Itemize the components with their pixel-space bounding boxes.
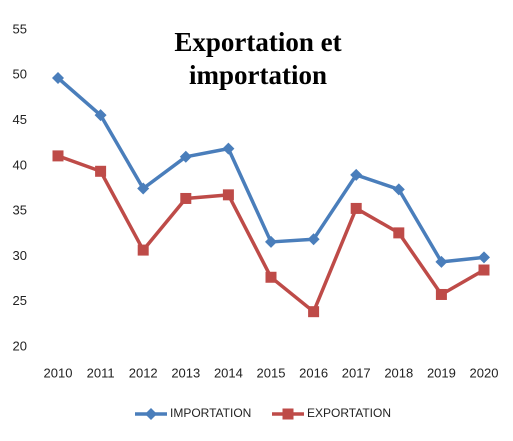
- y-tick-label: 25: [13, 293, 27, 308]
- data-point: [307, 233, 320, 246]
- data-point: [137, 182, 150, 195]
- legend-label: EXPORTATION: [307, 406, 391, 420]
- series-line: [57, 154, 485, 314]
- y-tick-label: 30: [13, 248, 27, 263]
- data-point: [478, 264, 490, 276]
- data-point: [265, 271, 277, 283]
- data-point: [137, 244, 149, 256]
- legend-label: IMPORTATION: [170, 406, 251, 420]
- x-tick-label: 2010: [44, 365, 73, 380]
- data-point: [392, 183, 405, 196]
- data-point: [265, 235, 277, 248]
- y-tick-label: 55: [13, 21, 27, 36]
- data-point: [180, 192, 192, 204]
- chart-title: Exportation et importation: [143, 24, 373, 94]
- data-point: [435, 255, 448, 268]
- x-tick-label: 2019: [427, 365, 456, 380]
- x-tick-label: 2016: [299, 365, 328, 380]
- series-line: [56, 76, 485, 264]
- y-tick-label: 40: [13, 157, 27, 172]
- data-point: [95, 165, 107, 177]
- legend-marker: [282, 408, 294, 420]
- data-point: [478, 251, 490, 264]
- data-point: [52, 150, 64, 162]
- y-tick-label: 50: [13, 67, 27, 82]
- data-point: [350, 168, 363, 181]
- y-tick-label: 35: [13, 203, 27, 218]
- x-tick-label: 2017: [342, 365, 371, 380]
- x-tick-label: 2018: [384, 365, 413, 380]
- x-tick-label: 2014: [214, 365, 243, 380]
- data-point: [52, 72, 64, 85]
- y-tick-label: 20: [13, 338, 27, 353]
- data-point: [94, 109, 107, 122]
- data-point: [393, 227, 405, 239]
- x-tick-label: 2013: [171, 365, 200, 380]
- x-tick-label: 2015: [257, 365, 286, 380]
- x-tick-label: 2011: [87, 365, 115, 380]
- data-point: [179, 150, 192, 163]
- y-tick-label: 45: [13, 112, 27, 127]
- data-point: [222, 142, 235, 155]
- legend-marker: [145, 408, 157, 420]
- data-point: [435, 288, 447, 300]
- x-tick-label: 2020: [470, 365, 499, 380]
- data-point: [350, 202, 362, 214]
- x-tick-label: 2012: [129, 365, 158, 380]
- data-point: [308, 306, 320, 318]
- data-point: [222, 189, 234, 201]
